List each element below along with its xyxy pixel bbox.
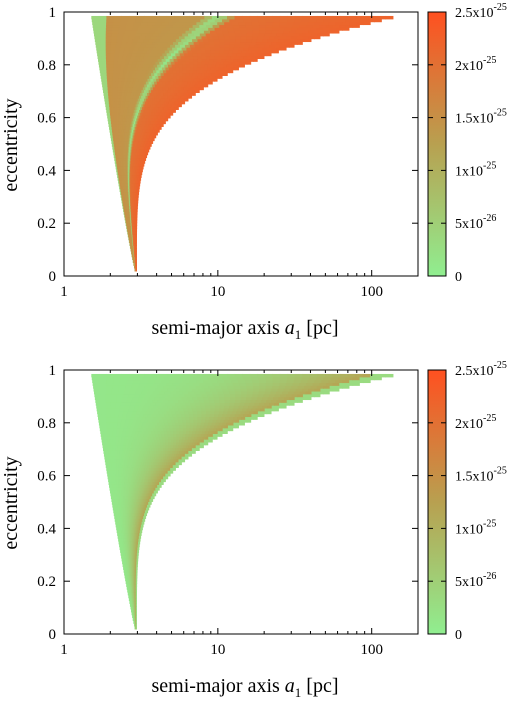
heatmap-cell [325,16,333,19]
heatmap-cell [287,16,295,19]
x-tick-label: 10 [210,284,225,300]
heatmap-cell [197,16,205,19]
colorbar-tick-label: 2x10-25 [455,55,496,74]
heatmap-cell [280,16,288,19]
heatmap-plot-area [91,374,393,629]
heatmap-cell [121,16,129,19]
heatmap-cell [295,16,303,19]
heatmap-cell [272,16,280,19]
heatmap-cell [363,16,371,19]
heatmap-cell [137,16,145,19]
heatmap-cell [167,16,175,19]
y-tick-label: 0.2 [37,216,56,232]
heatmap-cell [159,16,167,19]
colorbar-tick-label: 5x10-26 [455,213,496,232]
heatmap-cell [310,16,318,19]
heatmap-cell [385,16,393,19]
heatmap-cell [204,16,212,19]
heatmap-cell [189,16,197,19]
y-tick-label: 1 [49,5,57,21]
heatmap-cell [250,16,258,19]
colorbar-tick-label: 1x10-25 [455,160,496,179]
heatmap-cell [333,16,341,19]
heatmap-cell [182,16,190,19]
heatmap-cell [235,16,243,19]
y-tick-label: 0.8 [37,58,56,74]
heatmap-cell [212,16,220,19]
heatmap-cell [355,16,363,19]
heatmap-cell [257,16,265,19]
y-axis-title: eccentricity [0,98,22,191]
heatmap-cell [106,16,114,19]
heatmap-cell [340,16,348,19]
y-tick-label: 0.6 [37,111,56,127]
colorbar-gradient [428,12,446,276]
y-tick-label: 0.4 [37,163,56,179]
heatmap-cell [219,16,227,19]
heatmap-cell [378,16,386,19]
colorbar-tick-label: 2.5x10-25 [455,2,507,21]
heatmap-cell [91,16,99,19]
x-tick-label: 1 [60,284,68,300]
heatmap-cell [302,16,310,19]
top-heatmap-panel: 1 10 100 0 0.2 0.4 0.6 0.8 1 0 5x10-26 1x10-25 1.5x… [0,0,520,345]
colorbar: 0 5x10-26 1x10-25 1.5x10-25 2x10-25 2.5x10-25 [428,2,507,285]
heatmap-cell [99,16,107,19]
heatmap-cell [144,16,152,19]
colorbar-tick-label: 0 [455,270,462,285]
heatmap-cell [265,16,273,19]
y-tick-label: 0 [49,269,57,285]
x-axis-title: semi-major axis a1 [pc] [151,317,338,344]
heatmap-cell [152,16,160,19]
heatmap-cell [129,16,137,19]
colorbar-tick-label: 1.5x10-25 [455,108,507,127]
heatmap-cell [114,16,122,19]
heatmap-cell [317,16,325,19]
heatmap-plot-area [91,16,393,271]
heatmap-cell [174,16,182,19]
heatmap-cell [348,16,356,19]
heatmap-cell [242,16,250,19]
x-tick-label: 100 [360,284,383,300]
top-heatmap-chart: 1 10 100 0 0.2 0.4 0.6 0.8 1 0 5x10-26 1x10-25 1.5x… [0,0,520,345]
heatmap-cell [227,16,235,19]
